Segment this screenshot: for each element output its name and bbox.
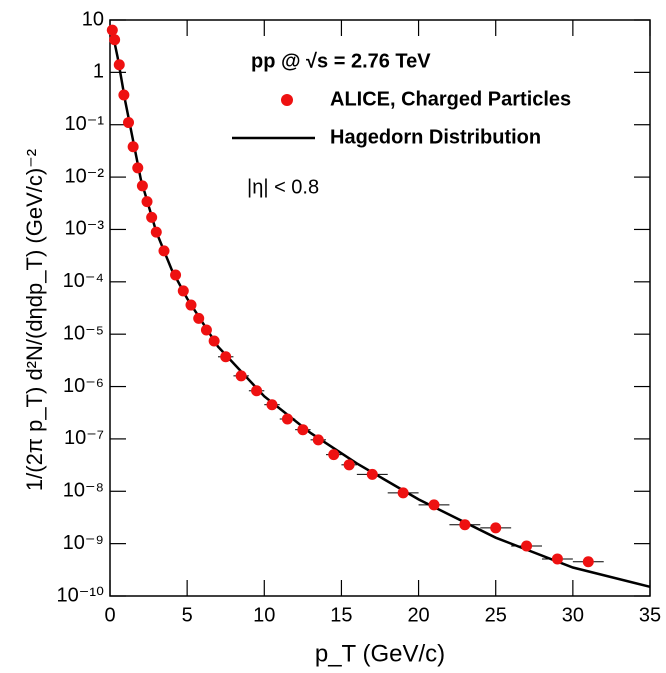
legend-label: Hagedorn Distribution <box>330 126 541 148</box>
data-point <box>220 351 232 363</box>
x-tick-label: 10 <box>253 604 275 626</box>
data-point <box>366 468 378 480</box>
data-point <box>281 413 293 425</box>
y-tick-label: 10⁻⁹ <box>63 532 104 554</box>
data-point <box>251 385 263 397</box>
data-point <box>459 519 471 531</box>
data-point <box>582 556 594 568</box>
x-axis-label: p_T (GeV/c) <box>315 640 445 667</box>
plot-frame <box>109 19 651 597</box>
y-tick-label: 10 <box>82 8 104 30</box>
x-tick-label: 35 <box>639 604 661 626</box>
data-point <box>127 141 139 153</box>
data-point <box>113 59 125 71</box>
data-point <box>136 180 148 192</box>
x-tick-label: 5 <box>182 604 193 626</box>
data-point <box>208 335 220 347</box>
data-point <box>521 540 533 552</box>
y-tick-label: 10⁻³ <box>65 218 105 240</box>
y-tick-label: 1 <box>93 61 104 83</box>
y-axis-label: 1/(2π p_T) d²N/(dηdp_T) (GeV/c)⁻² <box>22 149 47 491</box>
data-point <box>170 269 182 281</box>
y-tick-label: 10⁻⁷ <box>64 427 104 449</box>
y-tick-label: 10⁻¹⁰ <box>57 584 104 606</box>
data-point <box>146 211 158 223</box>
data-point <box>551 553 563 565</box>
y-tick-label: 10⁻⁶ <box>63 375 104 397</box>
legend-label: ALICE, Charged Particles <box>330 88 571 110</box>
data-point <box>490 522 502 534</box>
y-tick-label: 10⁻⁵ <box>63 322 104 344</box>
x-tick-label: 20 <box>407 604 429 626</box>
x-tick-label: 15 <box>330 604 352 626</box>
eta-annotation: |η| < 0.8 <box>247 176 319 198</box>
data-point <box>185 299 197 311</box>
data-point <box>150 226 162 238</box>
data-point <box>343 459 355 471</box>
data-point <box>297 424 309 436</box>
data-point <box>109 34 121 46</box>
data-point <box>106 24 118 36</box>
data-point <box>328 449 340 461</box>
data-point <box>132 162 144 174</box>
energy-annotation: pp @ √s = 2.76 TeV <box>251 50 431 72</box>
legend-marker <box>281 94 293 106</box>
data-point <box>193 312 205 324</box>
y-tick-label: 10⁻⁴ <box>63 270 104 292</box>
data-point <box>312 434 324 446</box>
data-point <box>266 399 278 411</box>
data-point <box>200 324 212 336</box>
data-point <box>397 487 409 499</box>
data-point <box>177 285 189 297</box>
data-point <box>118 89 130 101</box>
y-tick-label: 10⁻⁸ <box>63 480 104 502</box>
y-tick-label: 10⁻² <box>65 165 105 187</box>
data-point <box>428 499 440 511</box>
data-point <box>123 117 135 129</box>
x-tick-label: 30 <box>562 604 584 626</box>
x-tick-label: 25 <box>485 604 507 626</box>
y-tick-label: 10⁻¹ <box>65 113 105 135</box>
data-point <box>235 370 247 382</box>
data-point <box>158 245 170 257</box>
data-point <box>141 196 153 208</box>
x-tick-label: 0 <box>104 604 115 626</box>
